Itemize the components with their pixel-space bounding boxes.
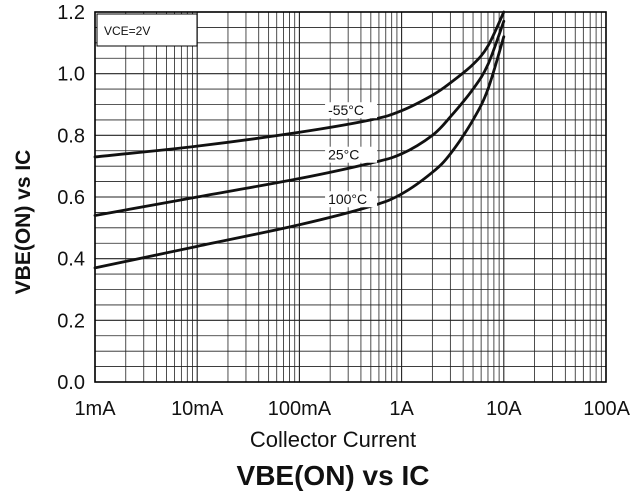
y-axis-label: VBE(ON) vs IC	[12, 150, 35, 295]
y-tick-label: 0.6	[57, 187, 85, 209]
chart-grid	[94, 11, 606, 383]
x-tick-label: 1A	[389, 398, 414, 420]
x-tick-label: 1mA	[74, 398, 116, 420]
x-tick-labels: 1mA 10mA 100mA 1A 10A 100A	[74, 398, 630, 420]
series-label-background	[325, 146, 378, 163]
y-tick-label: 0.2	[57, 310, 85, 332]
series-line	[93, 10, 506, 159]
x-axis-label: Collector Current	[250, 427, 416, 452]
chart-title: VBE(ON) vs IC	[237, 460, 430, 491]
x-tick-label: 10A	[486, 398, 522, 420]
y-tick-label: 0.4	[57, 249, 85, 271]
series-label: 100°C	[328, 191, 367, 207]
y-tick-label: 0.8	[57, 125, 85, 147]
y-tick-labels: 0.0 0.2 0.4 0.6 0.8 1.0 1.2	[57, 2, 85, 394]
condition-annotation: VCE=2V	[104, 24, 150, 38]
x-tick-label: 100mA	[268, 398, 332, 420]
series-label-background	[325, 102, 378, 119]
series-label: 25°C	[328, 147, 359, 163]
plot-frame	[94, 11, 607, 383]
x-tick-label: 100A	[583, 398, 630, 420]
y-tick-label: 0.0	[57, 372, 85, 394]
series-label-background	[325, 191, 378, 208]
y-tick-label: 1.2	[57, 2, 85, 24]
y-tick-label: 1.0	[57, 64, 85, 86]
series-layer: -55°C 25°C 100°C	[93, 10, 506, 270]
x-tick-label: 10mA	[171, 398, 224, 420]
series-line	[93, 19, 506, 217]
series-line	[93, 35, 506, 270]
condition-box	[96, 13, 198, 47]
series-label: -55°C	[328, 102, 364, 118]
